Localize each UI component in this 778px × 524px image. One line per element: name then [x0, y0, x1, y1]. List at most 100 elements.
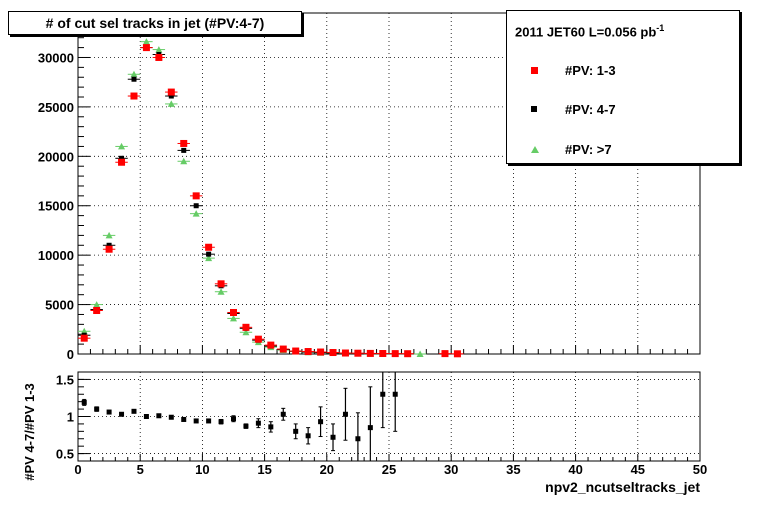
- ratio-point: [81, 399, 87, 405]
- x-tick-label: 0: [74, 462, 81, 477]
- data-point: [168, 93, 174, 99]
- data-point: [118, 142, 126, 150]
- red-square-marker-icon: [531, 67, 538, 74]
- ratio-point: [305, 433, 311, 439]
- top-plot-marks: [78, 38, 464, 358]
- legend-header: 2011 JET60 L=0.056 pb-1: [515, 23, 664, 39]
- green-triangle-marker-icon: [531, 146, 539, 153]
- ratio-point: [380, 391, 386, 397]
- data-point: [292, 347, 300, 355]
- y-tick-label: 20000: [38, 149, 74, 164]
- data-point: [242, 323, 250, 331]
- data-point: [254, 335, 262, 343]
- ratio-point: [268, 424, 274, 430]
- data-point: [416, 350, 424, 357]
- data-point: [366, 349, 374, 357]
- y-tick-label: 1: [67, 410, 74, 425]
- x-tick-label: 35: [506, 462, 520, 477]
- ratio-point: [231, 416, 236, 422]
- data-point: [167, 100, 175, 107]
- data-point: [80, 334, 88, 342]
- ratio-point: [355, 436, 361, 442]
- y-tick-label: 5000: [45, 298, 74, 313]
- ratio-point: [106, 409, 112, 415]
- data-point: [267, 341, 275, 349]
- x-tick-label: 30: [444, 462, 458, 477]
- ratio-point: [119, 411, 125, 417]
- ratio-point: [193, 418, 199, 424]
- data-point: [379, 350, 387, 358]
- y-tick-label: 25000: [38, 100, 74, 115]
- data-point: [93, 307, 101, 315]
- black-square-marker-icon: [531, 106, 537, 112]
- ratio-point: [218, 419, 224, 425]
- ratio-y-axis: 0.5 1 1.5: [56, 372, 90, 462]
- x-tick-label: 50: [693, 462, 707, 477]
- legend-label: #PV: 1-3: [565, 63, 616, 78]
- ratio-point: [255, 420, 261, 426]
- chart-title: # of cut sel tracks in jet (#PV:4-7): [8, 11, 302, 35]
- x-axis-label: npv2_ncutseltracks_jet: [545, 479, 700, 495]
- top-y-axis: 0 5000 10000 15000 20000 25000 30000: [38, 17, 90, 362]
- ratio-point: [206, 418, 212, 424]
- ratio-point: [156, 413, 162, 419]
- data-point: [180, 157, 188, 165]
- legend-label: #PV: >7: [565, 142, 612, 157]
- data-point: [106, 242, 112, 248]
- x-tick-label: 20: [320, 462, 334, 477]
- x-tick-label: 5: [137, 462, 144, 477]
- data-point: [317, 348, 325, 356]
- data-point: [205, 243, 213, 251]
- data-point: [131, 76, 137, 82]
- ratio-y-axis-label: #PV 4-7/#PV 1-3: [22, 383, 37, 481]
- data-point: [167, 88, 175, 96]
- data-point: [80, 327, 88, 335]
- data-point: [130, 92, 138, 100]
- data-point: [142, 38, 150, 45]
- ratio-point: [342, 411, 348, 417]
- y-tick-label: 0: [67, 347, 74, 362]
- legend: 2011 JET60 L=0.056 pb-1 #PV: 1-3 #PV: 4-…: [506, 10, 740, 164]
- data-point: [279, 345, 287, 353]
- data-point: [192, 210, 200, 217]
- data-point: [453, 350, 461, 358]
- data-point: [130, 70, 138, 78]
- data-point: [391, 350, 399, 358]
- data-point: [404, 350, 412, 358]
- data-point: [217, 288, 225, 295]
- y-tick-label: 30000: [38, 50, 74, 65]
- ratio-point: [131, 408, 137, 414]
- x-tick-label: 10: [195, 462, 209, 477]
- data-point: [217, 280, 225, 288]
- data-point: [93, 301, 101, 308]
- ratio-point: [330, 434, 336, 440]
- x-tick-label: 25: [382, 462, 396, 477]
- data-point: [354, 349, 362, 357]
- y-tick-label: 15000: [38, 199, 74, 214]
- data-point: [142, 44, 150, 52]
- ratio-point: [243, 423, 249, 429]
- ratio-point: [168, 414, 174, 420]
- legend-header-text: 2011 JET60 L=0.056 pb: [515, 24, 657, 40]
- data-point: [155, 46, 163, 53]
- ratio-point: [293, 428, 299, 434]
- data-point: [119, 155, 125, 161]
- data-point: [341, 349, 349, 357]
- data-point: [242, 328, 250, 336]
- data-point: [180, 139, 188, 147]
- data-point: [192, 192, 200, 200]
- data-point: [155, 53, 163, 61]
- ratio-point: [367, 425, 373, 431]
- data-point: [230, 308, 237, 316]
- data-point: [441, 350, 449, 358]
- data-point: [205, 254, 213, 262]
- data-point: [193, 203, 199, 209]
- data-point: [105, 245, 113, 253]
- y-tick-label: 10000: [38, 248, 74, 263]
- x-tick-label: 15: [257, 462, 271, 477]
- ratio-point: [181, 416, 187, 422]
- data-point: [206, 251, 212, 257]
- data-point: [329, 349, 337, 357]
- data-point: [181, 147, 187, 153]
